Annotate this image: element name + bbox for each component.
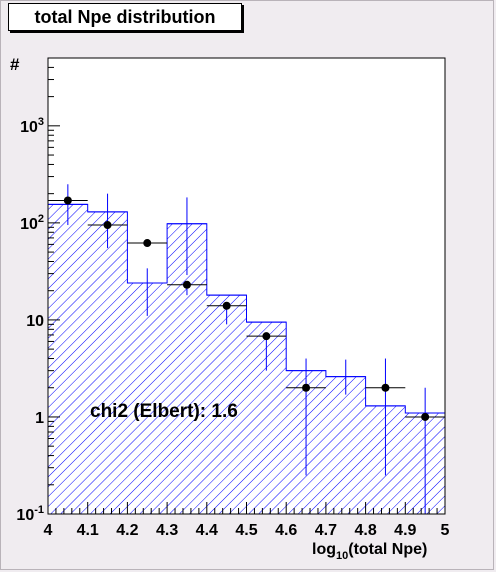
data-point	[222, 301, 231, 310]
y-tick-label: 1	[35, 410, 44, 427]
data-point	[302, 383, 311, 392]
y-tick-label: 102	[20, 213, 44, 233]
x-tick-label: 4.8	[354, 522, 376, 539]
x-tick-label: 4.2	[116, 522, 138, 539]
y-tick-label: 10	[26, 313, 44, 330]
x-tick-label: 4.1	[77, 522, 99, 539]
y-axis-label: #	[10, 55, 20, 74]
x-tick-label: 4.5	[235, 522, 257, 539]
y-tick-label: 10-1	[16, 504, 44, 524]
data-point	[421, 412, 430, 421]
data-point	[262, 332, 271, 341]
x-tick-label: 5	[441, 522, 450, 539]
x-axis-label: log10(total Npe)	[312, 541, 427, 562]
x-tick-label: 4.7	[315, 522, 337, 539]
x-tick-label: 4.9	[394, 522, 416, 539]
x-tick-label: 4	[44, 522, 53, 539]
data-point	[182, 280, 191, 289]
chi2-annotation: chi2 (Elbert): 1.6	[90, 401, 238, 422]
y-tick-label: 103	[20, 116, 44, 136]
data-point	[143, 239, 152, 248]
chart-title: total Npe distribution	[8, 3, 242, 31]
data-point	[103, 221, 112, 230]
x-tick-label: 4.3	[156, 522, 178, 539]
x-tick-label: 4.6	[275, 522, 297, 539]
x-tick-label: 4.4	[196, 522, 218, 539]
data-point	[63, 196, 72, 205]
data-point	[381, 383, 390, 392]
